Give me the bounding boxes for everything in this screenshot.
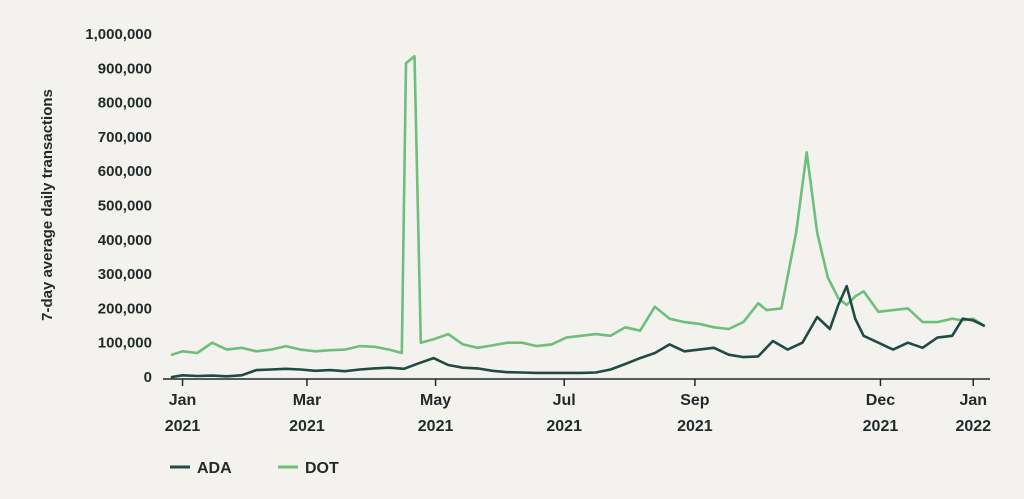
y-tick-label: 700,000 bbox=[98, 129, 152, 146]
legend-label-dot: DOT bbox=[305, 460, 339, 477]
legend: ADA DOT bbox=[170, 460, 339, 477]
series-line-dot bbox=[170, 55, 986, 356]
x-tick-label-month: Dec bbox=[866, 392, 895, 409]
x-tick-label-year: 2021 bbox=[289, 418, 325, 435]
y-tick-label: 900,000 bbox=[98, 60, 152, 77]
x-tick-label-month: Jan bbox=[169, 392, 197, 409]
series-line-ada bbox=[170, 284, 986, 379]
x-tick-label-month: Mar bbox=[293, 392, 321, 409]
x-tick-label-year: 2021 bbox=[165, 418, 201, 435]
x-tick-label-month: Jan bbox=[959, 392, 987, 409]
y-axis-label: 7-day average daily transactions bbox=[39, 89, 56, 321]
y-tick-label: 600,000 bbox=[98, 163, 152, 180]
y-tick-label: 1,000,000 bbox=[85, 26, 152, 43]
legend-label-ada: ADA bbox=[197, 460, 232, 477]
y-tick-label: 300,000 bbox=[98, 266, 152, 283]
series-layer bbox=[170, 55, 986, 379]
y-tick-label: 500,000 bbox=[98, 198, 152, 215]
x-tick-label-month: Jul bbox=[553, 392, 576, 409]
y-tick-label: 200,000 bbox=[98, 300, 152, 317]
y-axis-ticks: 0 100,000 200,000 300,000 400,000 500,000 600,… bbox=[85, 26, 152, 386]
x-axis-ticks: Jan 2021 Mar 2021 May 2021 Jul 2021 Sep 2021 Dec 20… bbox=[165, 379, 991, 435]
x-tick-label-month: May bbox=[420, 392, 451, 409]
x-tick-label-month: Sep bbox=[680, 392, 710, 409]
y-tick-label: 400,000 bbox=[98, 232, 152, 249]
x-tick-label-year: 2022 bbox=[955, 418, 991, 435]
x-tick-label-year: 2021 bbox=[677, 418, 713, 435]
x-tick-label-year: 2021 bbox=[546, 418, 582, 435]
y-tick-label: 0 bbox=[144, 369, 152, 386]
y-tick-label: 800,000 bbox=[98, 95, 152, 112]
x-tick-label-year: 2021 bbox=[418, 418, 454, 435]
y-tick-label: 100,000 bbox=[98, 335, 152, 352]
x-tick-label-year: 2021 bbox=[863, 418, 899, 435]
